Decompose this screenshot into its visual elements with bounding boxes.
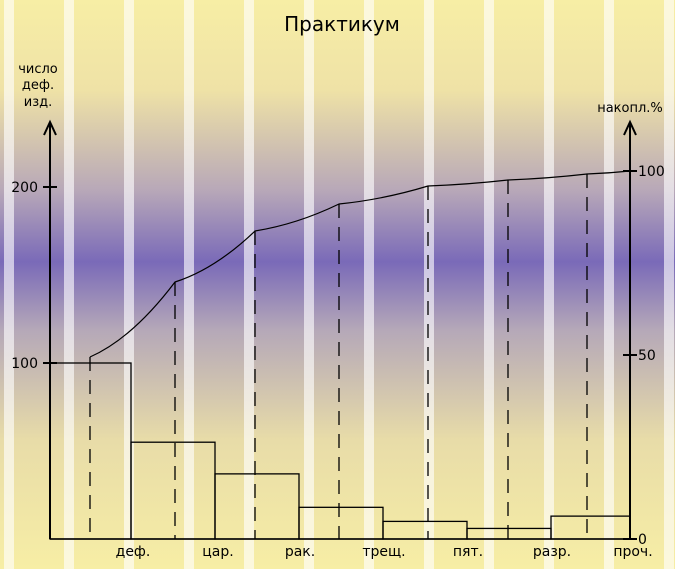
right-tick-label: 50 [638, 348, 656, 364]
bar-рак. [214, 473, 300, 540]
x-tick-label: проч. [613, 544, 652, 560]
left-axis-label-line-2: деф. [22, 78, 54, 93]
cumulative-curve [89, 170, 631, 358]
left-tick-label: 100 [11, 356, 38, 372]
left-tick-label: 200 [11, 180, 38, 196]
left-axis-arrow-icon [43, 119, 57, 136]
bar-цар. [130, 441, 216, 540]
x-tick-label: пят. [453, 544, 483, 560]
left-axis-label-line-3: изд. [24, 95, 52, 110]
right-axis-arrow-icon [623, 119, 637, 136]
axes [43, 119, 637, 540]
chart-title: Практикум [284, 12, 400, 36]
bars [49, 362, 631, 540]
cumulative-dash-lines [89, 174, 588, 539]
bar-проч. [550, 515, 631, 540]
bar-пят. [382, 520, 468, 540]
right-axis-label: накопл.% [597, 101, 663, 116]
right-tick-label: 0 [638, 532, 647, 548]
bar-трещ. [298, 506, 384, 540]
x-tick-label: деф. [116, 544, 151, 560]
bar-разр. [466, 527, 552, 540]
left-axis-ticks: 100 200 [11, 180, 57, 372]
x-tick-label: трещ. [362, 544, 405, 560]
x-tick-label: цар. [202, 544, 233, 560]
left-axis-label-line-1: число [18, 62, 58, 77]
x-tick-label: разр. [533, 544, 571, 560]
right-tick-label: 100 [638, 164, 665, 180]
x-tick-label: рак. [285, 544, 315, 560]
x-axis-labels: деф. цар. рак. трещ. пят. разр. проч. [116, 544, 653, 560]
